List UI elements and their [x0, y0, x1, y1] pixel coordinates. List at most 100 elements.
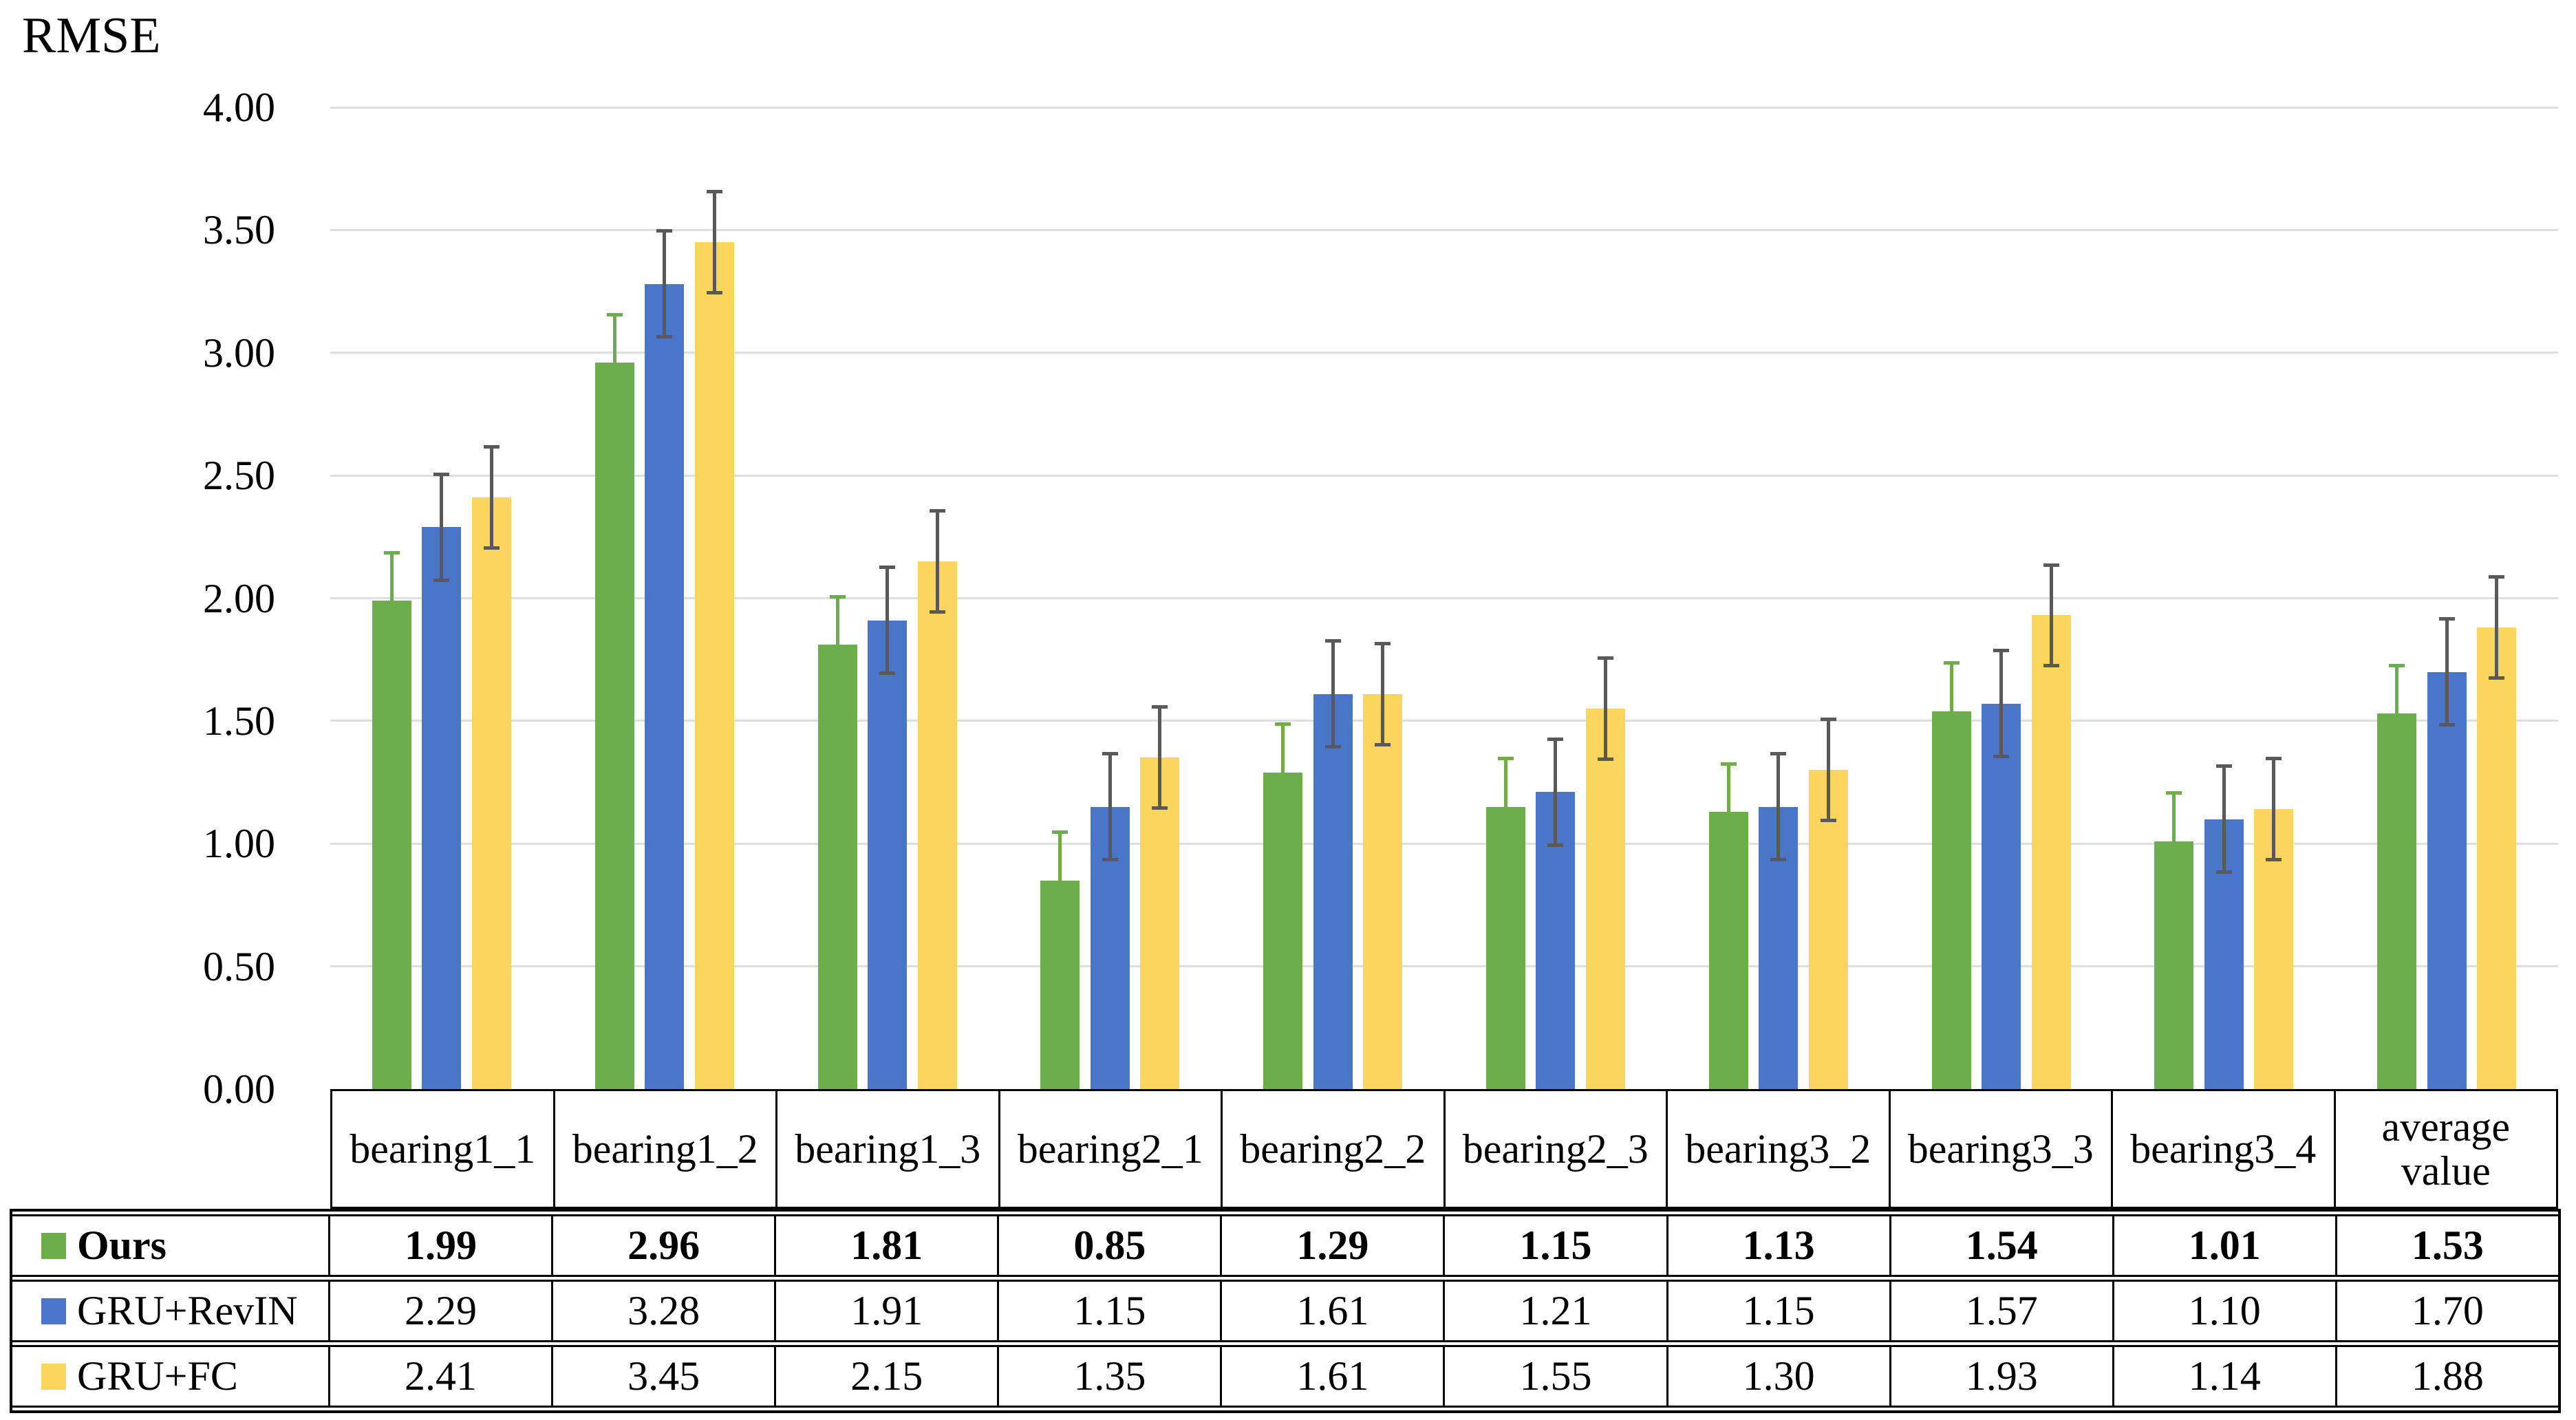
- error-bar-cap-top: [1993, 649, 2009, 653]
- value-cell: 1.91: [776, 1282, 1000, 1340]
- x-axis-category-label: average value: [2381, 1104, 2510, 1194]
- error-bar-cap-top: [1820, 718, 1836, 722]
- bar: [1808, 770, 1848, 1089]
- bar: [868, 620, 907, 1089]
- error-bar-cap-top: [1497, 757, 1514, 761]
- error-bar-stem: [1281, 723, 1285, 773]
- error-bar-stem: [2049, 563, 2053, 667]
- error-bar-cap-top: [1324, 639, 1341, 643]
- error-bar-stem: [1158, 706, 1162, 810]
- bar: [817, 645, 857, 1089]
- error-bar-cap-top: [829, 594, 846, 599]
- bar: [1982, 703, 2021, 1089]
- table-row: GRU+RevIN 2.29 3.28 1.91 1.15 1.61 1.21 1.15 1.5…: [12, 1280, 2558, 1342]
- gridline: [330, 965, 2558, 968]
- value-cell: 1.21: [1445, 1282, 1668, 1340]
- error-bar-stem: [2495, 576, 2499, 680]
- y-axis-tick-label: 3.00: [203, 330, 275, 376]
- value-cell: 1.61: [1222, 1282, 1446, 1340]
- error-bar-cap-top: [656, 229, 673, 233]
- y-axis-tick-label: 1.50: [203, 698, 275, 744]
- bar: [422, 527, 462, 1089]
- series-name-label: GRU+RevIN: [77, 1288, 298, 1333]
- value-cell: 1.15: [1445, 1216, 1668, 1275]
- error-bar-cap-top: [2215, 764, 2232, 768]
- error-bar-stem: [1554, 738, 1558, 846]
- error-bar-stem: [663, 230, 667, 338]
- value-cell: 1.61: [1222, 1347, 1446, 1406]
- error-bar-cap-top: [383, 550, 400, 555]
- gridline: [330, 597, 2558, 599]
- error-bar-cap-top: [1720, 762, 1737, 766]
- error-bar-cap-bottom: [1152, 806, 1168, 810]
- value-cell: 1.55: [1445, 1347, 1668, 1406]
- value-cell: 1.70: [2411, 1288, 2484, 1333]
- series-legend-cell: GRU+FC: [12, 1347, 330, 1406]
- x-axis-category-label: bearing2_3: [1446, 1091, 1668, 1207]
- error-bar-stem: [935, 510, 939, 613]
- error-bar-stem: [2395, 664, 2399, 714]
- bar: [1313, 693, 1353, 1089]
- x-axis-category-label: bearing2_2: [1223, 1091, 1446, 1207]
- error-bar-cap-top: [433, 472, 450, 476]
- value-cell: 1.81: [776, 1216, 1000, 1275]
- error-bar-cap-bottom: [929, 610, 945, 614]
- error-bar-stem: [1058, 831, 1062, 881]
- y-axis-tick-label: 0.50: [203, 943, 275, 989]
- error-bar-stem: [1726, 762, 1730, 812]
- error-bar-stem: [389, 551, 394, 601]
- error-bar-cap-bottom: [1375, 742, 1391, 746]
- x-axis-category-label: bearing3_4: [2113, 1091, 2336, 1207]
- y-axis-tick-label: 0.00: [203, 1066, 275, 1112]
- error-bar-stem: [612, 313, 616, 363]
- error-bar-stem: [1381, 642, 1385, 746]
- error-bar-stem: [886, 566, 889, 675]
- bar: [1585, 709, 1625, 1089]
- bar: [1708, 811, 1748, 1089]
- gridline: [330, 842, 2558, 845]
- error-bar-cap-bottom: [1770, 858, 1787, 862]
- error-bar-cap-bottom: [1102, 858, 1118, 862]
- x-axis-category-label: bearing1_2: [555, 1091, 777, 1207]
- error-bar-cap-top: [706, 190, 722, 194]
- chart-title: RMSE: [22, 8, 161, 64]
- error-bar-cap-top: [2389, 663, 2405, 667]
- bar: [372, 601, 411, 1089]
- error-bar-cap-top: [2166, 791, 2182, 795]
- bar: [2377, 713, 2417, 1089]
- error-bar-cap-bottom: [879, 671, 895, 676]
- value-cell: 3.28: [553, 1282, 777, 1340]
- error-bar-cap-bottom: [433, 578, 450, 582]
- error-bar-stem: [1331, 640, 1335, 749]
- error-bar-cap-top: [1547, 737, 1564, 741]
- y-axis-tick-label: 3.50: [203, 207, 275, 253]
- legend-color-swatch: [41, 1363, 66, 1390]
- error-bar-cap-bottom: [2489, 676, 2505, 680]
- error-bar-stem: [2222, 765, 2226, 874]
- gridline: [330, 106, 2558, 109]
- bar: [594, 363, 634, 1089]
- value-cell: 1.88: [2411, 1353, 2484, 1399]
- x-axis-category-label: bearing1_1: [332, 1091, 555, 1207]
- bar: [2427, 671, 2467, 1089]
- y-axis-tick-label: 2.00: [203, 575, 275, 621]
- table-row: Ours 1.99 2.96 1.81 0.85 1.29 1.15 1.13 1.54 1.01…: [12, 1214, 2558, 1277]
- value-cell: 2.96: [553, 1216, 777, 1275]
- y-axis-tick-label: 2.50: [203, 453, 275, 499]
- value-cell: 1.15: [1668, 1282, 1891, 1340]
- value-cell: 0.85: [999, 1216, 1223, 1275]
- legend-color-swatch: [41, 1232, 66, 1259]
- error-bar-stem: [2272, 757, 2276, 861]
- bar: [1040, 880, 1080, 1089]
- error-bar-cap-top: [929, 509, 945, 513]
- value-cell: 2.29: [330, 1282, 554, 1340]
- error-bar-stem: [835, 595, 839, 645]
- bar: [2154, 841, 2194, 1089]
- error-bar-cap-bottom: [706, 291, 722, 295]
- value-cell: 1.01: [2114, 1216, 2337, 1275]
- error-bar-stem: [712, 191, 716, 294]
- error-bar-stem: [1108, 753, 1112, 861]
- value-cell: 1.29: [1222, 1216, 1446, 1275]
- gridline: [330, 352, 2558, 354]
